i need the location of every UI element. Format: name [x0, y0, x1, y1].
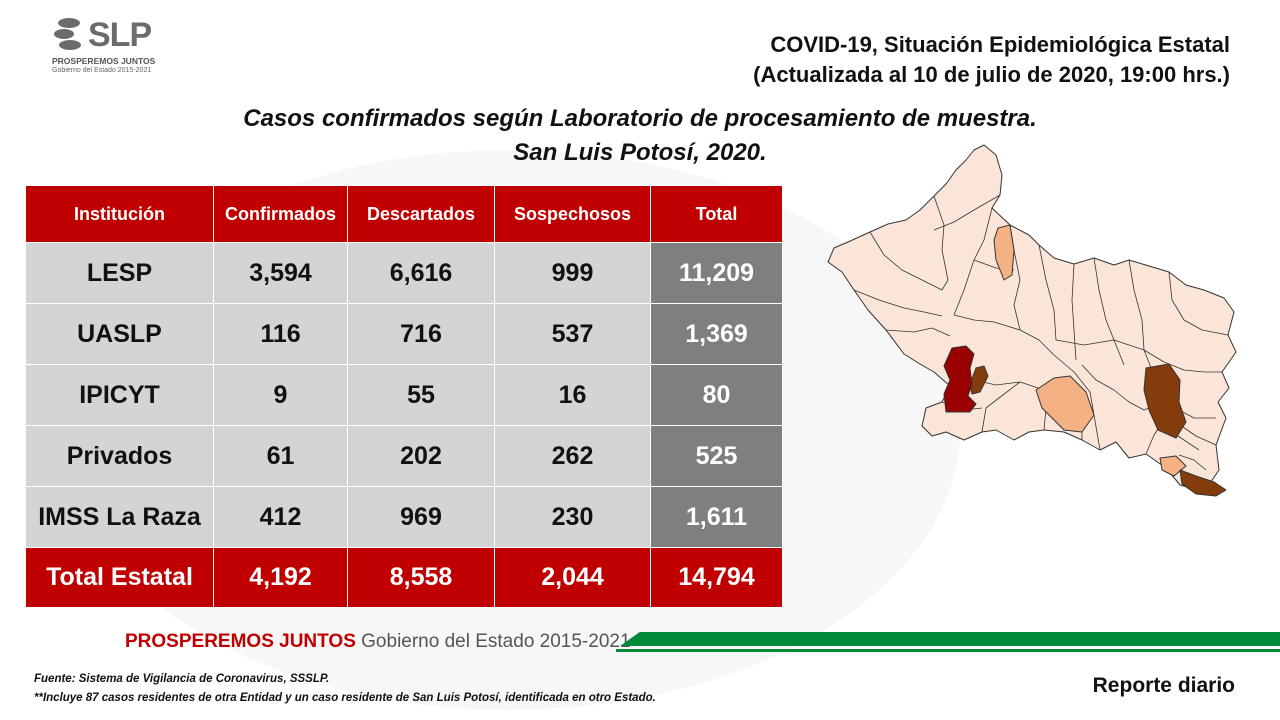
chart-subtitle: Casos confirmados según Laboratorio de p…	[180, 102, 1100, 170]
suspected-cell: 262	[494, 425, 651, 487]
total-cell: 1,611	[650, 486, 783, 548]
map-region-high-southeast	[1179, 469, 1227, 497]
source-line-1: Fuente: Sistema de Vigilancia de Coronav…	[34, 673, 330, 685]
column-header: Institución	[25, 185, 214, 243]
total-discarded-cell: 8,558	[347, 547, 495, 608]
map-state-outline	[827, 144, 1237, 493]
footer-brand-government: Gobierno del Estado 2015-2021	[361, 631, 631, 652]
total-cell: 525	[650, 425, 783, 487]
total-suspected-cell: 2,044	[494, 547, 651, 608]
total-row: Total Estatal 4,192 8,558 2,044 14,794	[25, 547, 783, 608]
discarded-cell: 969	[347, 486, 495, 548]
footer-brand: PROSPEREMOS JUNTOS Gobierno del Estado 2…	[125, 631, 631, 653]
report-label: Reporte diario	[1092, 674, 1235, 697]
title-line-1: COVID-19, Situación Epidemiológica Estat…	[770, 32, 1230, 57]
source-notes: Fuente: Sistema de Vigilancia de Coronav…	[34, 670, 656, 708]
confirmed-cell: 116	[213, 303, 348, 365]
table-header-row: Institución Confirmados Descartados Sosp…	[25, 185, 783, 243]
logo-slogan: PROSPEREMOS JUNTOS	[52, 56, 156, 66]
institution-cell: Privados	[25, 425, 214, 487]
footer-green-line	[616, 649, 1280, 652]
column-header: Confirmados	[213, 185, 348, 243]
suspected-cell: 999	[494, 242, 651, 304]
institution-cell: IMSS La Raza	[25, 486, 214, 548]
total-cell: 80	[650, 364, 783, 426]
slp-logo: SLP PROSPEREMOS JUNTOS Gobierno del Esta…	[52, 16, 162, 80]
institution-cell: UASLP	[25, 303, 214, 365]
discarded-cell: 716	[347, 303, 495, 365]
suspected-cell: 16	[494, 364, 651, 426]
table-row: LESP 3,594 6,616 999 11,209	[25, 242, 783, 304]
table-row: IPICYT 9 55 16 80	[25, 364, 783, 426]
cases-table: Institución Confirmados Descartados Sosp…	[25, 185, 783, 608]
grand-total-cell: 14,794	[650, 547, 783, 608]
confirmed-cell: 3,594	[213, 242, 348, 304]
discarded-cell: 202	[347, 425, 495, 487]
table-row: IMSS La Raza 412 969 230 1,611	[25, 486, 783, 548]
institution-cell: IPICYT	[25, 364, 214, 426]
discarded-cell: 6,616	[347, 242, 495, 304]
suspected-cell: 230	[494, 486, 651, 548]
table-row: UASLP 116 716 537 1,369	[25, 303, 783, 365]
institution-cell: LESP	[25, 242, 214, 304]
discarded-cell: 55	[347, 364, 495, 426]
page-title: COVID-19, Situación Epidemiológica Estat…	[753, 30, 1230, 90]
column-header: Sospechosos	[494, 185, 651, 243]
logo-name: SLP	[88, 16, 152, 54]
suspected-cell: 537	[494, 303, 651, 365]
total-cell: 11,209	[650, 242, 783, 304]
column-header: Total	[650, 185, 783, 243]
map-region-max-capital	[943, 345, 977, 413]
confirmed-cell: 61	[213, 425, 348, 487]
table-row: Privados 61 202 262 525	[25, 425, 783, 487]
footer-brand-slogan: PROSPEREMOS JUNTOS	[125, 631, 356, 652]
state-map	[827, 144, 1237, 497]
map-region-medium-center	[1035, 375, 1095, 433]
total-confirmed-cell: 4,192	[213, 547, 348, 608]
confirmed-cell: 9	[213, 364, 348, 426]
confirmed-cell: 412	[213, 486, 348, 548]
subtitle-line-2: San Luis Potosí, 2020.	[513, 139, 767, 166]
slp-logo-icon	[54, 18, 81, 50]
total-label-cell: Total Estatal	[25, 547, 214, 608]
logo-government: Gobierno del Estado 2015-2021	[52, 67, 152, 74]
subtitle-line-1: Casos confirmados según Laboratorio de p…	[243, 105, 1037, 132]
title-line-2: (Actualizada al 10 de julio de 2020, 19:…	[753, 62, 1230, 87]
footer-green-bar	[620, 632, 1280, 646]
total-cell: 1,369	[650, 303, 783, 365]
source-line-2: **Incluye 87 casos residentes de otra En…	[34, 692, 656, 704]
column-header: Descartados	[347, 185, 495, 243]
map-region-high-east	[1143, 363, 1187, 439]
map-region-medium-north	[993, 224, 1015, 281]
